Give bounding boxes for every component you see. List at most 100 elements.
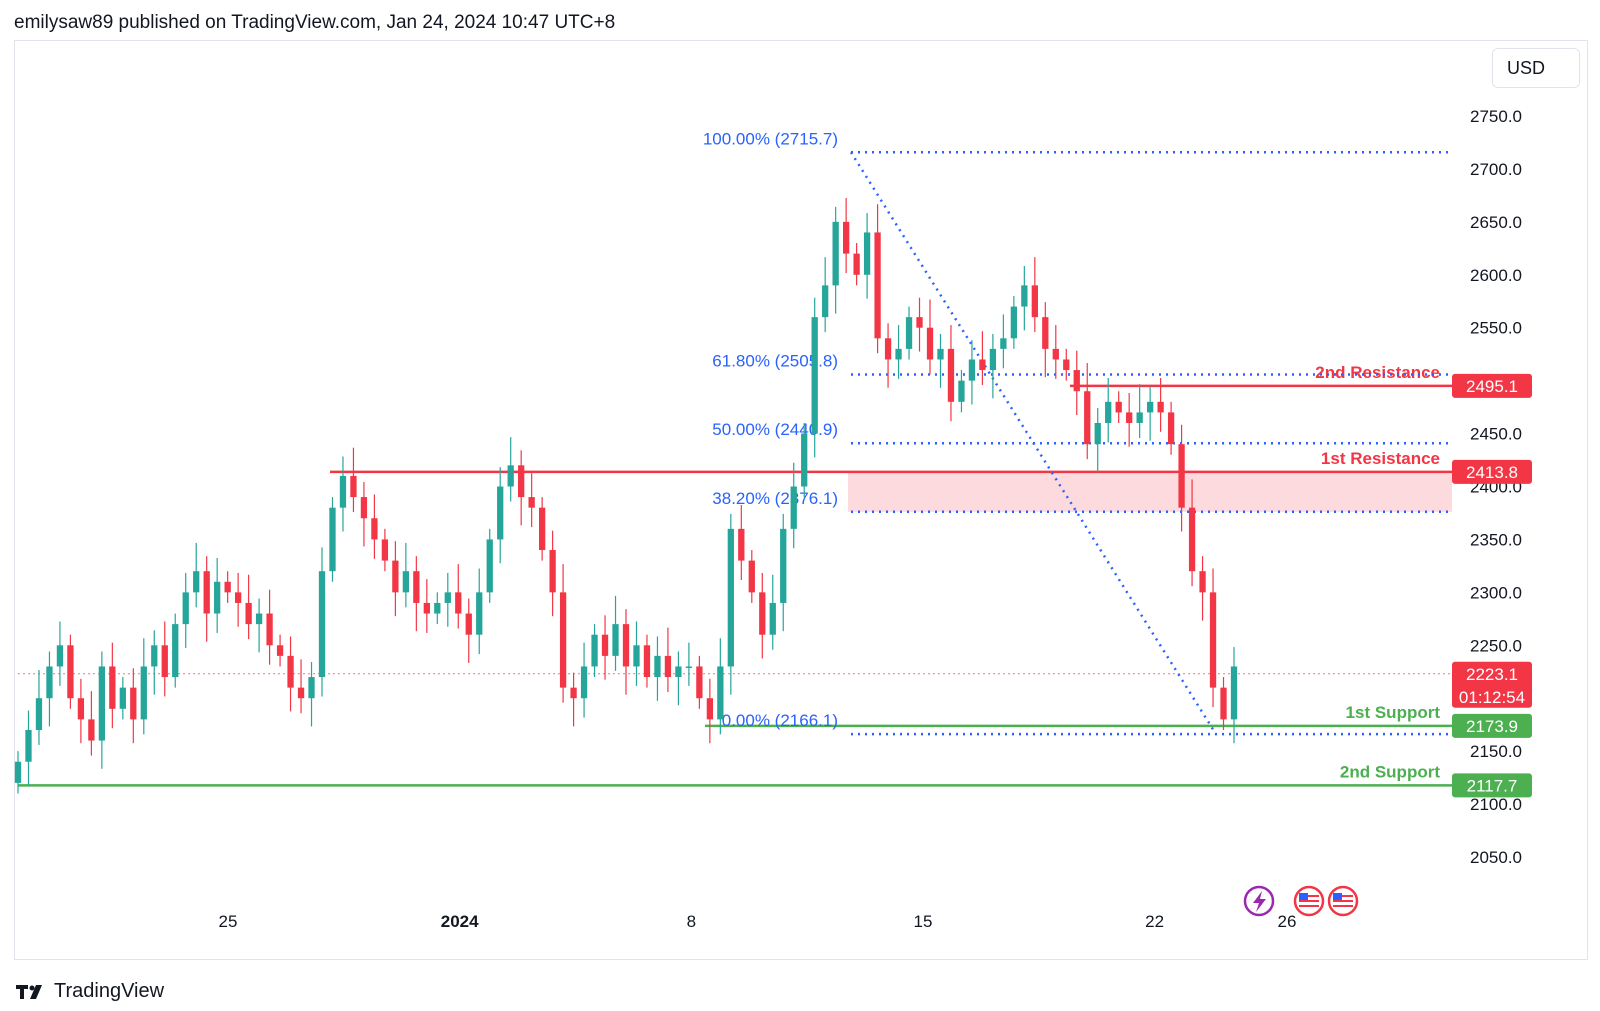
candle-body[interactable] [486, 539, 493, 593]
candle-body[interactable] [67, 645, 74, 699]
candle-body[interactable] [255, 613, 263, 625]
candle-body[interactable] [381, 539, 389, 561]
candle-body[interactable] [947, 348, 955, 402]
candle-body[interactable] [696, 666, 703, 699]
candle-body[interactable] [1146, 401, 1154, 413]
candle-body[interactable] [151, 645, 158, 667]
candle-body[interactable] [297, 687, 305, 699]
candle-body[interactable] [140, 666, 147, 720]
candle-body[interactable] [1220, 687, 1227, 720]
candle-body[interactable] [748, 560, 755, 593]
candle-body[interactable] [822, 285, 829, 318]
candle-body[interactable] [14, 761, 22, 783]
candle-body[interactable] [591, 634, 598, 667]
candle-body[interactable] [109, 666, 116, 709]
candle-body[interactable] [203, 571, 210, 614]
us-flag-icon[interactable] [1327, 885, 1359, 917]
candle-body[interactable] [224, 581, 231, 593]
candle-body[interactable] [769, 602, 776, 635]
candle-body[interactable] [612, 624, 619, 656]
fib-trend-line[interactable] [849, 151, 1218, 735]
candle-body[interactable] [675, 666, 682, 678]
candle-body[interactable] [832, 221, 839, 286]
candle-body[interactable] [465, 613, 472, 635]
candle-body[interactable] [77, 698, 85, 720]
candle-body[interactable] [161, 645, 168, 678]
candle-body[interactable] [214, 581, 221, 614]
candle-body[interactable] [633, 645, 640, 667]
candle-body[interactable] [874, 232, 881, 339]
candle-body[interactable] [780, 528, 787, 603]
candle-body[interactable] [622, 624, 630, 667]
candle-body[interactable] [360, 497, 368, 519]
candle-body[interactable] [46, 666, 53, 699]
candle-body[interactable] [559, 592, 567, 688]
candle-body[interactable] [1199, 571, 1206, 593]
candle-body[interactable] [1010, 306, 1018, 339]
candle-body[interactable] [905, 317, 913, 349]
currency-button[interactable]: USD [1492, 48, 1580, 88]
candle-body[interactable] [706, 698, 714, 720]
candle-body[interactable] [266, 613, 273, 646]
candle-body[interactable] [193, 571, 200, 593]
candle-body[interactable] [895, 348, 902, 360]
candle-body[interactable] [538, 507, 546, 551]
candle-body[interactable] [968, 359, 976, 381]
candle-body[interactable] [958, 380, 965, 402]
candle-body[interactable] [35, 698, 43, 730]
candle-body[interactable] [654, 655, 661, 678]
candle-body[interactable] [130, 687, 137, 720]
candle-body[interactable] [318, 571, 326, 678]
candle-body[interactable] [801, 433, 808, 487]
candle-body[interactable] [1105, 401, 1112, 423]
candle-body[interactable] [811, 317, 818, 434]
candle-body[interactable] [1094, 422, 1101, 445]
candle-body[interactable] [1084, 391, 1091, 445]
candle-body[interactable] [790, 486, 797, 529]
candle-body[interactable] [245, 602, 252, 625]
candle-body[interactable] [287, 655, 294, 688]
resistance-price-tag[interactable] [1452, 373, 1532, 398]
candle-body[interactable] [979, 359, 986, 371]
candle-body[interactable] [402, 571, 410, 593]
candle-body[interactable] [738, 528, 745, 561]
candle-body[interactable] [497, 486, 504, 540]
candle-body[interactable] [842, 221, 850, 254]
candle-body[interactable] [926, 327, 934, 360]
candle-body[interactable] [234, 592, 242, 603]
candle-body[interactable] [1063, 359, 1070, 371]
candle-body[interactable] [884, 338, 892, 360]
candle-body[interactable] [528, 497, 535, 508]
candle-body[interactable] [1042, 317, 1049, 349]
candle-body[interactable] [1178, 444, 1185, 508]
candle-body[interactable] [423, 602, 430, 614]
lightning-icon[interactable] [1243, 885, 1275, 917]
candle-body[interactable] [759, 592, 766, 635]
candle-body[interactable] [119, 687, 126, 709]
candle-body[interactable] [455, 592, 462, 614]
candle-body[interactable] [392, 560, 399, 593]
candle-body[interactable] [434, 602, 441, 614]
candle-body[interactable] [549, 550, 556, 593]
candle-body[interactable] [601, 634, 609, 656]
candle-body[interactable] [339, 475, 347, 508]
candle-body[interactable] [25, 729, 32, 762]
candle-body[interactable] [717, 666, 724, 720]
candle-body[interactable] [643, 645, 651, 678]
last-price-tag[interactable] [1452, 661, 1532, 708]
candle-body[interactable] [1021, 285, 1028, 307]
candle-body[interactable] [98, 666, 106, 741]
candle-body[interactable] [56, 645, 64, 667]
candle-body[interactable] [371, 518, 378, 540]
candle-body[interactable] [664, 655, 672, 678]
candle-body[interactable] [1000, 338, 1007, 349]
candle-body[interactable] [863, 232, 871, 275]
candle-body[interactable] [1126, 412, 1133, 423]
candle-body[interactable] [172, 624, 179, 678]
support-price-tag[interactable] [1452, 713, 1532, 738]
candle-body[interactable] [1136, 412, 1143, 423]
candle-body[interactable] [329, 507, 336, 572]
candle-body[interactable] [1188, 507, 1196, 572]
candle-body[interactable] [727, 528, 734, 667]
candle-body[interactable] [1230, 666, 1238, 720]
